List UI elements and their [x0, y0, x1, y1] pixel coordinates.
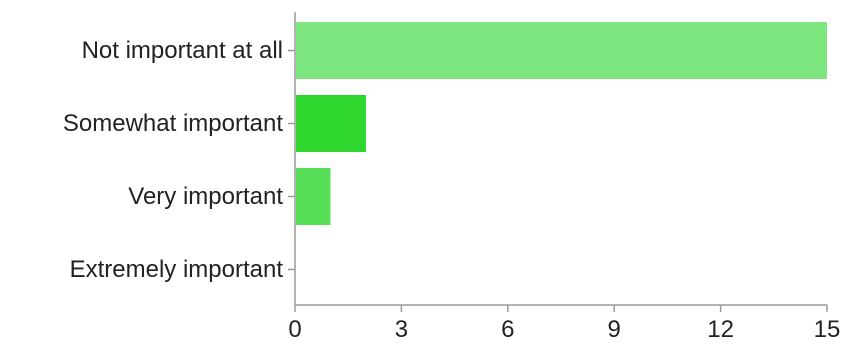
bars-layer	[296, 22, 827, 225]
x-tick-label-9: 9	[608, 316, 621, 343]
x-tick-label-3: 3	[395, 316, 408, 343]
category-label-3: Very important	[128, 183, 283, 210]
x-tick-label-6: 6	[501, 316, 514, 343]
category-label-2: Somewhat important	[63, 110, 283, 137]
category-label-4: Extremely important	[70, 256, 284, 283]
bar-3	[296, 168, 331, 225]
bar-1	[296, 22, 827, 79]
x-axis-ticks: 0 3 6 9 12 15	[288, 49, 841, 343]
category-labels: Not important at all Somewhat important Ve…	[63, 37, 283, 283]
bar-2	[296, 95, 366, 152]
x-tick-label-0: 0	[288, 316, 301, 343]
axes-layer	[294, 12, 827, 306]
x-tick-label-15: 15	[814, 316, 841, 343]
category-label-1: Not important at all	[82, 37, 283, 64]
x-tick-label-12: 12	[707, 316, 734, 343]
